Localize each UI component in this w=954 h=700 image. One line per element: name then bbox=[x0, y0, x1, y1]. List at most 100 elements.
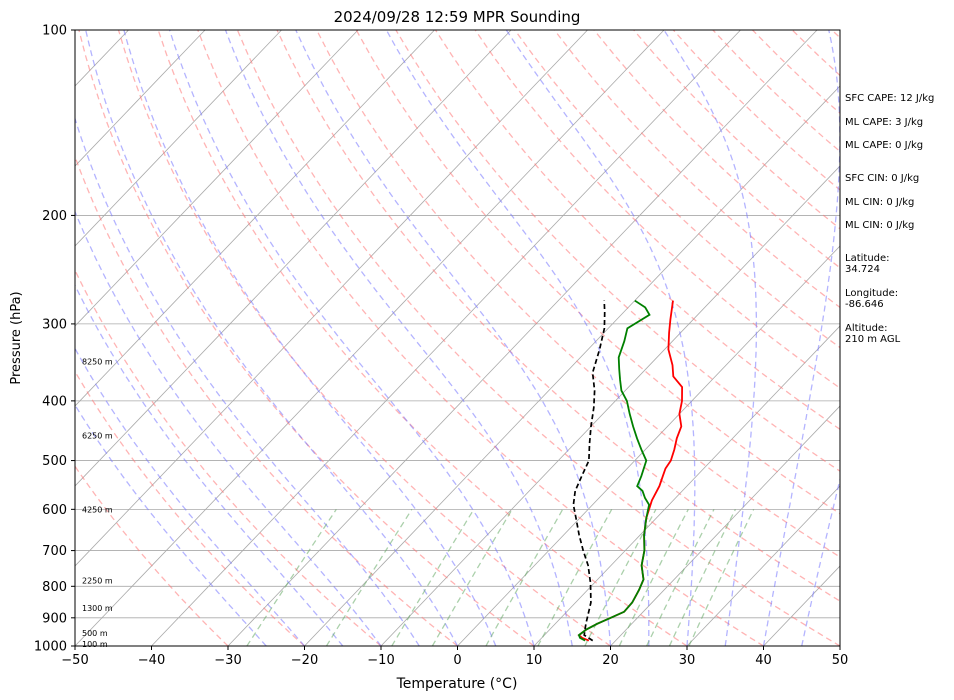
moist-adiabat-line bbox=[224, 30, 573, 646]
x-tick-label: −50 bbox=[61, 653, 88, 668]
mixing-ratio-line bbox=[431, 508, 513, 646]
isotherm-line bbox=[75, 30, 512, 487]
isotherm-line bbox=[75, 30, 435, 407]
moist-adiabat-line bbox=[762, 30, 840, 646]
x-tick-label: −10 bbox=[367, 653, 394, 668]
ml-cape-annotation-2: ML CAPE: 0 J/kg bbox=[845, 140, 924, 151]
height-label: 100 m bbox=[82, 640, 108, 649]
sounding-series bbox=[572, 299, 684, 642]
y-tick-label: 400 bbox=[42, 394, 67, 409]
sfc-cape-annotation: SFC CAPE: 12 J/kg bbox=[845, 93, 935, 104]
isotherm-line bbox=[75, 30, 665, 646]
mixing-ratio-line bbox=[391, 508, 475, 646]
x-tick-label: 20 bbox=[602, 653, 619, 668]
sfc-cin-annotation: SFC CIN: 0 J/kg bbox=[845, 173, 920, 184]
altitude-annotation: Altitude: 210 m AGL bbox=[845, 323, 901, 345]
isotherm-line bbox=[75, 30, 588, 567]
dry-adiabat-line bbox=[157, 30, 688, 646]
isotherm-line bbox=[304, 85, 840, 646]
dry-adiabat-line bbox=[75, 465, 229, 646]
x-tick-label: 30 bbox=[679, 653, 696, 668]
x-tick-label: −20 bbox=[291, 653, 318, 668]
mixing-ratio-line bbox=[485, 508, 564, 646]
moist-adiabat-line bbox=[505, 30, 696, 646]
moist-adiabat-line bbox=[75, 347, 305, 646]
isotherm-line bbox=[457, 245, 840, 646]
dry-adiabat-line bbox=[75, 370, 305, 646]
height-label: 500 m bbox=[82, 629, 108, 638]
isotherm-line bbox=[380, 165, 840, 646]
ml-cape-annotation: ML CAPE: 3 J/kg bbox=[845, 117, 924, 128]
y-tick-label: 900 bbox=[42, 611, 67, 626]
longitude-annotation: Longitude: -86.646 bbox=[845, 288, 899, 310]
x-tick-label: 50 bbox=[832, 653, 849, 668]
isotherm-line bbox=[151, 30, 741, 646]
mixing-ratio-line bbox=[246, 508, 337, 646]
dry-adiabat-line bbox=[78, 30, 535, 646]
height-labels: 8250 m 6250 m 4250 m 2250 m 1300 m 500 m 100 m bbox=[82, 357, 113, 649]
isotherm-line bbox=[533, 325, 840, 646]
height-label: 1300 m bbox=[82, 604, 113, 613]
temperature-profile-line bbox=[577, 300, 684, 642]
moist-adiabat-line bbox=[168, 30, 535, 646]
moist-adiabat-line bbox=[75, 116, 420, 646]
moist-adiabat-line bbox=[295, 30, 612, 646]
mixing-ratio-line bbox=[668, 509, 736, 646]
dewpoint-profile-line bbox=[577, 299, 651, 642]
y-tick-label: 800 bbox=[42, 580, 67, 595]
isotherm-line bbox=[227, 30, 818, 646]
background-lines bbox=[75, 30, 840, 646]
dry-adiabat-line bbox=[514, 30, 840, 349]
y-tick-label: 700 bbox=[42, 544, 67, 559]
x-tick-label: 40 bbox=[755, 653, 772, 668]
moist-adiabat-line bbox=[75, 210, 382, 646]
x-tick-label: 0 bbox=[453, 653, 461, 668]
y-tick-label: 100 bbox=[42, 24, 67, 39]
y-tick-label: 300 bbox=[42, 317, 67, 332]
x-axis-ticks: −50 −40 −30 −20 −10 0 10 20 30 40 50 bbox=[61, 646, 848, 668]
isotherm-line bbox=[75, 30, 359, 327]
y-tick-label: 200 bbox=[42, 209, 67, 224]
dry-adiabat-line bbox=[355, 30, 840, 515]
y-axis-ticks: 100 200 300 400 500 600 700 800 900 1000 bbox=[34, 24, 75, 655]
dry-adiabat-line bbox=[316, 30, 840, 558]
x-tick-label: −40 bbox=[138, 653, 165, 668]
height-label: 8250 m bbox=[82, 357, 113, 366]
ml-cin-annotation: ML CIN: 0 J/kg bbox=[845, 197, 915, 208]
dry-adiabat-line bbox=[75, 268, 382, 646]
y-axis-label: Pressure (hPa) bbox=[9, 291, 24, 384]
dry-adiabat-line bbox=[236, 30, 840, 646]
isotherm-line bbox=[610, 405, 840, 646]
moist-adiabat-line bbox=[385, 30, 650, 646]
latitude-annotation: Latitude: 34.724 bbox=[845, 253, 890, 275]
mixing-ratio-line bbox=[688, 509, 755, 646]
mixing-ratio-line bbox=[325, 508, 413, 646]
height-label: 6250 m bbox=[82, 431, 113, 440]
y-tick-label: 1000 bbox=[34, 640, 67, 655]
mixing-ratio-line bbox=[584, 508, 657, 646]
y-tick-label: 500 bbox=[42, 454, 67, 469]
dry-adiabat-line bbox=[117, 30, 611, 646]
ml-cin-annotation-2: ML CIN: 0 J/kg bbox=[845, 220, 915, 231]
moist-adiabat-line bbox=[123, 30, 497, 646]
dry-adiabat-line bbox=[197, 30, 764, 646]
y-tick-label: 600 bbox=[42, 503, 67, 518]
moist-adiabat-line bbox=[75, 403, 267, 646]
moist-adiabat-line bbox=[85, 30, 459, 646]
x-axis-label: Temperature (°C) bbox=[396, 676, 518, 692]
dry-adiabat-line bbox=[474, 30, 840, 389]
dry-adiabat-line bbox=[553, 30, 840, 309]
height-label: 4250 m bbox=[82, 505, 113, 514]
isotherm-line bbox=[686, 485, 840, 646]
isotherm-line bbox=[75, 30, 282, 247]
chart-title: 2024/09/28 12:59 MPR Sounding bbox=[334, 8, 581, 26]
mixing-ratio-line bbox=[618, 509, 689, 646]
moist-adiabat-line bbox=[663, 30, 758, 646]
dry-adiabat-line bbox=[276, 30, 840, 602]
moist-adiabat-line bbox=[801, 477, 840, 646]
moist-adiabat-line bbox=[75, 283, 344, 646]
isotherm-line bbox=[75, 30, 206, 167]
parcel-profile-line bbox=[572, 300, 606, 642]
mixing-ratio-line bbox=[537, 508, 613, 646]
